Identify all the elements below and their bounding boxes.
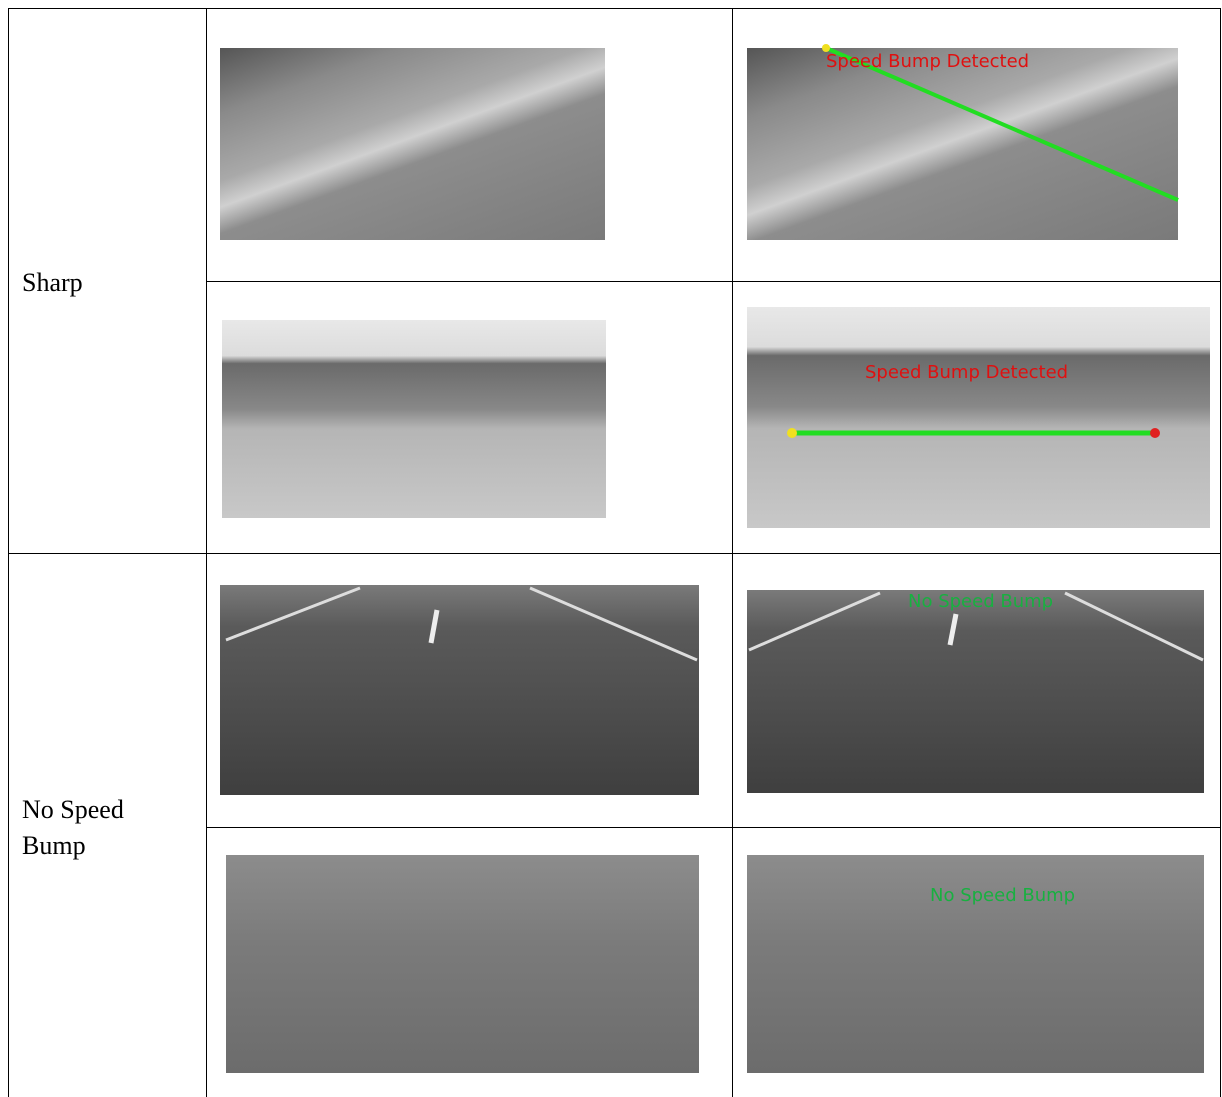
lane-line [749, 593, 880, 650]
page: Sharp No Speed Bump Speed Bump Detected … [0, 0, 1222, 1097]
lane-line [950, 614, 956, 645]
lane-line [530, 588, 697, 660]
lane-line [226, 588, 360, 640]
lane-line [1065, 593, 1203, 660]
overlay-text: Speed Bump Detected [865, 362, 1068, 383]
overlay-graphics [0, 0, 1222, 1097]
endpoint [787, 428, 797, 438]
endpoint [1150, 428, 1160, 438]
overlay-text: Speed Bump Detected [826, 51, 1029, 72]
overlay-text: No Speed Bump [930, 885, 1075, 906]
lane-line [431, 610, 437, 643]
overlay-text: No Speed Bump [908, 591, 1053, 612]
